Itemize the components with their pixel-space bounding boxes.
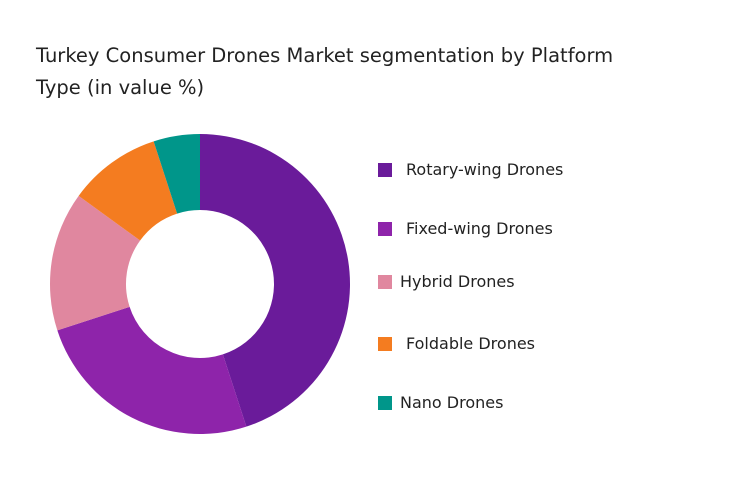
legend-item: Rotary-wing Drones: [378, 160, 563, 179]
legend-swatch: [378, 221, 392, 236]
legend-swatch: [378, 274, 392, 289]
legend-label: Fixed-wing Drones: [406, 219, 553, 238]
chart-title: Turkey Consumer Drones Market segmentati…: [36, 44, 614, 99]
slice-nano-drones: [153, 134, 200, 214]
slice-fixed-wing-drones: [57, 306, 247, 434]
legend-item: Nano Drones: [378, 393, 503, 412]
legend-item: Fixed-wing Drones: [378, 219, 553, 238]
slice-rotary-wing-drones: [200, 134, 350, 427]
legend-item: Foldable Drones: [378, 334, 535, 353]
legend-swatch: [378, 162, 392, 177]
legend-label: Foldable Drones: [406, 334, 536, 353]
slice-foldable-drones: [78, 141, 178, 241]
slice-hybrid-drones: [50, 195, 141, 331]
legend-swatch: [378, 336, 392, 351]
legend-label: Hybrid Drones: [400, 272, 515, 291]
legend-label: Rotary-wing Drones: [406, 160, 564, 179]
legend-label: Nano Drones: [400, 393, 504, 412]
legend-item: Hybrid Drones: [378, 272, 515, 291]
legend-swatch: [378, 395, 392, 410]
